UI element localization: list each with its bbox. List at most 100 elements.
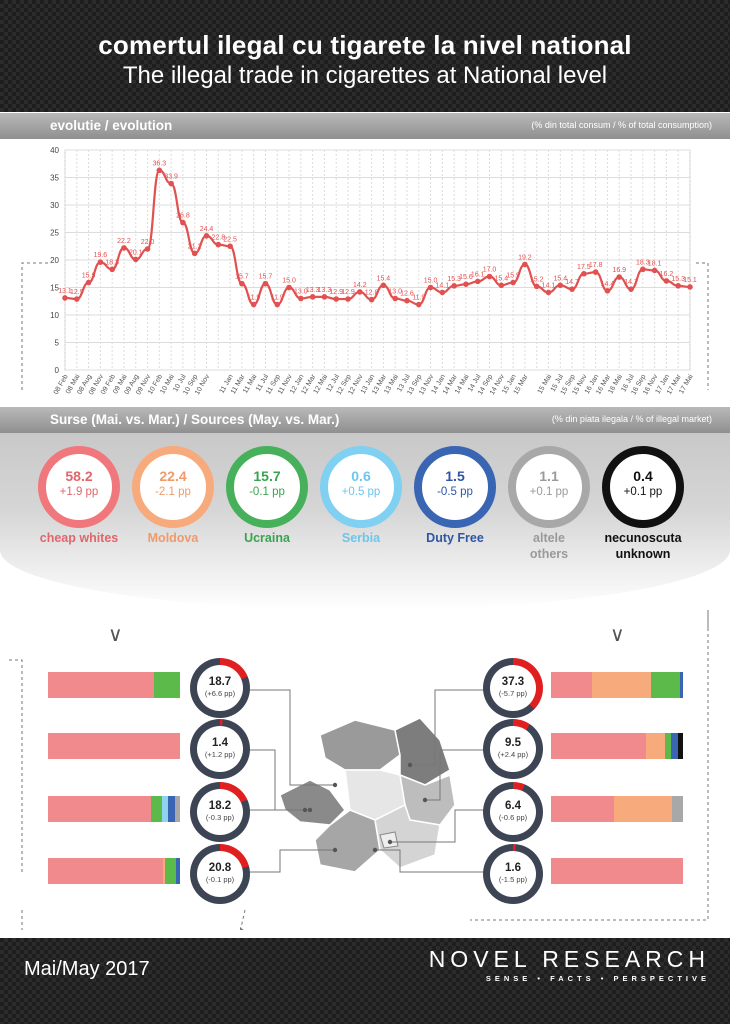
data-point: [439, 289, 446, 296]
arrow-right-icon: [240, 927, 244, 930]
data-point: [415, 301, 422, 308]
data-point: [239, 280, 245, 287]
data-label: 17.8: [589, 262, 603, 269]
donut-center: 1.4 (+1.2 pp): [197, 726, 243, 772]
data-label: 16.9: [612, 267, 626, 274]
source-share-value: 1.5: [445, 468, 465, 484]
region-donut: 9.5 (+2.4 pp): [483, 719, 543, 779]
data-point: [368, 296, 375, 303]
bar-segment: [551, 858, 683, 884]
source-label-primary: Serbia: [341, 531, 381, 545]
data-point: [144, 246, 151, 252]
source-share-value: 1.1: [539, 468, 559, 484]
brand-tagline: SENSE • FACTS • PERSPECTIVE: [485, 974, 710, 983]
data-point: [592, 269, 599, 275]
data-label: 16.2: [660, 271, 674, 278]
source-share-change: -2.1 pp: [155, 486, 191, 498]
donut-center: 9.5 (+2.4 pp): [490, 726, 536, 772]
data-label: 22.5: [223, 236, 237, 243]
data-point: [557, 282, 564, 289]
source-label: Serbia: [306, 530, 416, 546]
source-share-change: -0.1 pp: [249, 486, 285, 498]
source-label-secondary: others: [529, 547, 569, 561]
source-label: Ucraina: [212, 530, 322, 546]
data-label: 17.5: [577, 264, 591, 271]
source-share-value: 15.7: [253, 468, 281, 484]
source-label-primary: Ucraina: [244, 531, 290, 545]
data-point: [651, 267, 658, 274]
title-english: The illegal trade in cigarettes at Natio…: [122, 62, 608, 89]
source-label-primary: Moldova: [147, 531, 199, 545]
region-source-stacked-bar: [551, 733, 683, 759]
data-label: 12.6: [400, 291, 414, 298]
source-ring: 0.6 +0.5 pp: [320, 446, 402, 528]
data-point: [522, 261, 528, 268]
region-share-value: 20.8: [208, 862, 232, 874]
source-label: Duty Free: [400, 530, 510, 546]
y-tick-label: 0: [55, 366, 60, 375]
data-label: 15.4: [553, 275, 567, 282]
evolution-header: evolutie / evolution (% din total consum…: [0, 113, 730, 139]
region-share-change: (+1.2 pp): [204, 750, 236, 759]
region-donut: 18.7 (+6.6 pp): [190, 658, 250, 718]
bar-segment: [614, 796, 673, 822]
sources-unit: (% din piata ilegala / % of illegal mark…: [551, 414, 712, 424]
title-romanian: comertul ilegal cu tigarete la nivel nat…: [98, 30, 632, 60]
data-label: 36.3: [153, 160, 167, 167]
data-label: 11.9: [412, 295, 425, 302]
data-label: 14.1: [436, 282, 450, 289]
donut-center: 1.6 (-1.5 pp): [490, 851, 536, 897]
source-share-value: 0.4: [633, 468, 653, 484]
region-share-change: (+6.6 pp): [204, 689, 236, 698]
data-label: 15.7: [259, 274, 273, 281]
data-point: [286, 284, 292, 291]
data-point: [73, 296, 80, 302]
source-share-change: +1.9 pp: [59, 486, 99, 498]
data-point: [180, 219, 186, 226]
x-tick-label: 15 Mai: [537, 373, 554, 395]
region-source-stacked-bar: [551, 672, 683, 698]
bar-segment: [165, 858, 176, 884]
y-tick-label: 30: [50, 201, 59, 210]
chevron-down-icon: ∨: [610, 624, 625, 646]
bar-segment: [551, 672, 592, 698]
data-point: [451, 283, 457, 289]
data-label: 14.4: [601, 281, 615, 288]
region-source-stacked-bar: [48, 733, 180, 759]
region-share-change: (-5.7 pp): [498, 689, 528, 698]
donut-center: 6.4 (-0.6 pp): [490, 789, 536, 835]
bar-segment: [168, 796, 175, 822]
region-share-value: 9.5: [505, 737, 521, 749]
source-label: altele others: [494, 530, 604, 562]
region-source-stacked-bar: [48, 796, 180, 822]
source-share-change: +0.1 pp: [623, 486, 663, 498]
data-label: 15.9: [506, 273, 520, 280]
data-point: [675, 283, 682, 289]
region-donut: 1.4 (+1.2 pp): [190, 719, 250, 779]
report-date: Mai/May 2017: [24, 958, 150, 980]
source-ring: 22.4 -2.1 pp: [132, 446, 214, 528]
data-label: 20.1: [129, 249, 143, 256]
data-point: [486, 273, 493, 280]
data-label: 13.3: [318, 287, 332, 294]
data-label: 13.3: [306, 287, 320, 294]
source-label: necunoscuta unknown: [588, 530, 698, 562]
data-point: [616, 274, 623, 280]
source-label-primary: cheap whites: [39, 531, 119, 545]
data-label: 11.9: [271, 295, 284, 302]
region-south: [374, 803, 441, 869]
y-tick-label: 10: [50, 311, 59, 320]
romania-map: [279, 717, 456, 873]
data-label: 18.3: [636, 259, 650, 266]
bar-segment: [48, 796, 151, 822]
donut-center: 37.3 (-5.7 pp): [490, 665, 536, 711]
data-label: 12.9: [329, 289, 343, 296]
source-share-change: +0.1 pp: [529, 486, 569, 498]
source-label: cheap whites: [24, 530, 134, 546]
region-share-change: (-1.5 pp): [498, 875, 528, 884]
bar-segment: [677, 733, 683, 759]
sources-header: Surse (Mai. vs. Mar.) / Sources (May. vs…: [0, 407, 730, 433]
data-point: [215, 241, 222, 248]
region-share-change: (-0.6 pp): [498, 813, 528, 822]
source-label-primary: necunoscuta: [604, 531, 682, 545]
